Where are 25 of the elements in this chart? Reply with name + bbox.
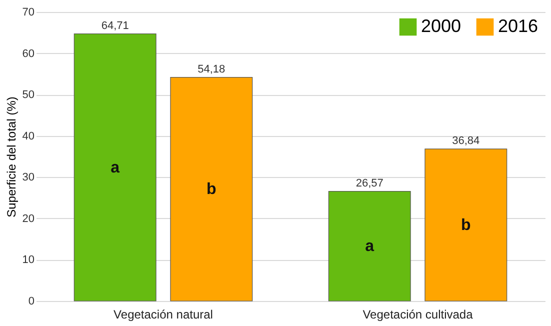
y-tick-label: 40 bbox=[22, 130, 34, 142]
x-tick-label: Vegetación cultivada bbox=[362, 308, 474, 322]
y-tick-label: 10 bbox=[22, 254, 34, 266]
data-label: 36,84 bbox=[452, 134, 480, 147]
legend-label: 2016 bbox=[498, 16, 538, 36]
y-tick-label: 0 bbox=[28, 296, 34, 308]
data-label: 54,18 bbox=[198, 63, 226, 76]
annotation: a bbox=[110, 159, 120, 176]
y-axis-title: Superficie del total (%) bbox=[4, 96, 18, 218]
y-tick-label: 60 bbox=[22, 48, 34, 60]
y-tick-label: 30 bbox=[22, 172, 34, 184]
bar bbox=[170, 77, 253, 302]
data-label: 64,71 bbox=[101, 20, 129, 32]
annotation: b bbox=[206, 181, 217, 198]
bar bbox=[424, 148, 508, 302]
data-label: 26,57 bbox=[356, 177, 384, 190]
annotation: a bbox=[365, 238, 374, 256]
x-tick-label: Vegetación natural bbox=[114, 308, 213, 322]
legend-label: 2000 bbox=[421, 16, 462, 36]
annotation: b bbox=[461, 216, 472, 234]
y-tick-label: 50 bbox=[22, 89, 34, 102]
y-tick-label: 20 bbox=[22, 212, 34, 225]
y-tick-label: 70 bbox=[22, 6, 34, 18]
bar bbox=[74, 34, 156, 302]
bar bbox=[328, 191, 411, 302]
